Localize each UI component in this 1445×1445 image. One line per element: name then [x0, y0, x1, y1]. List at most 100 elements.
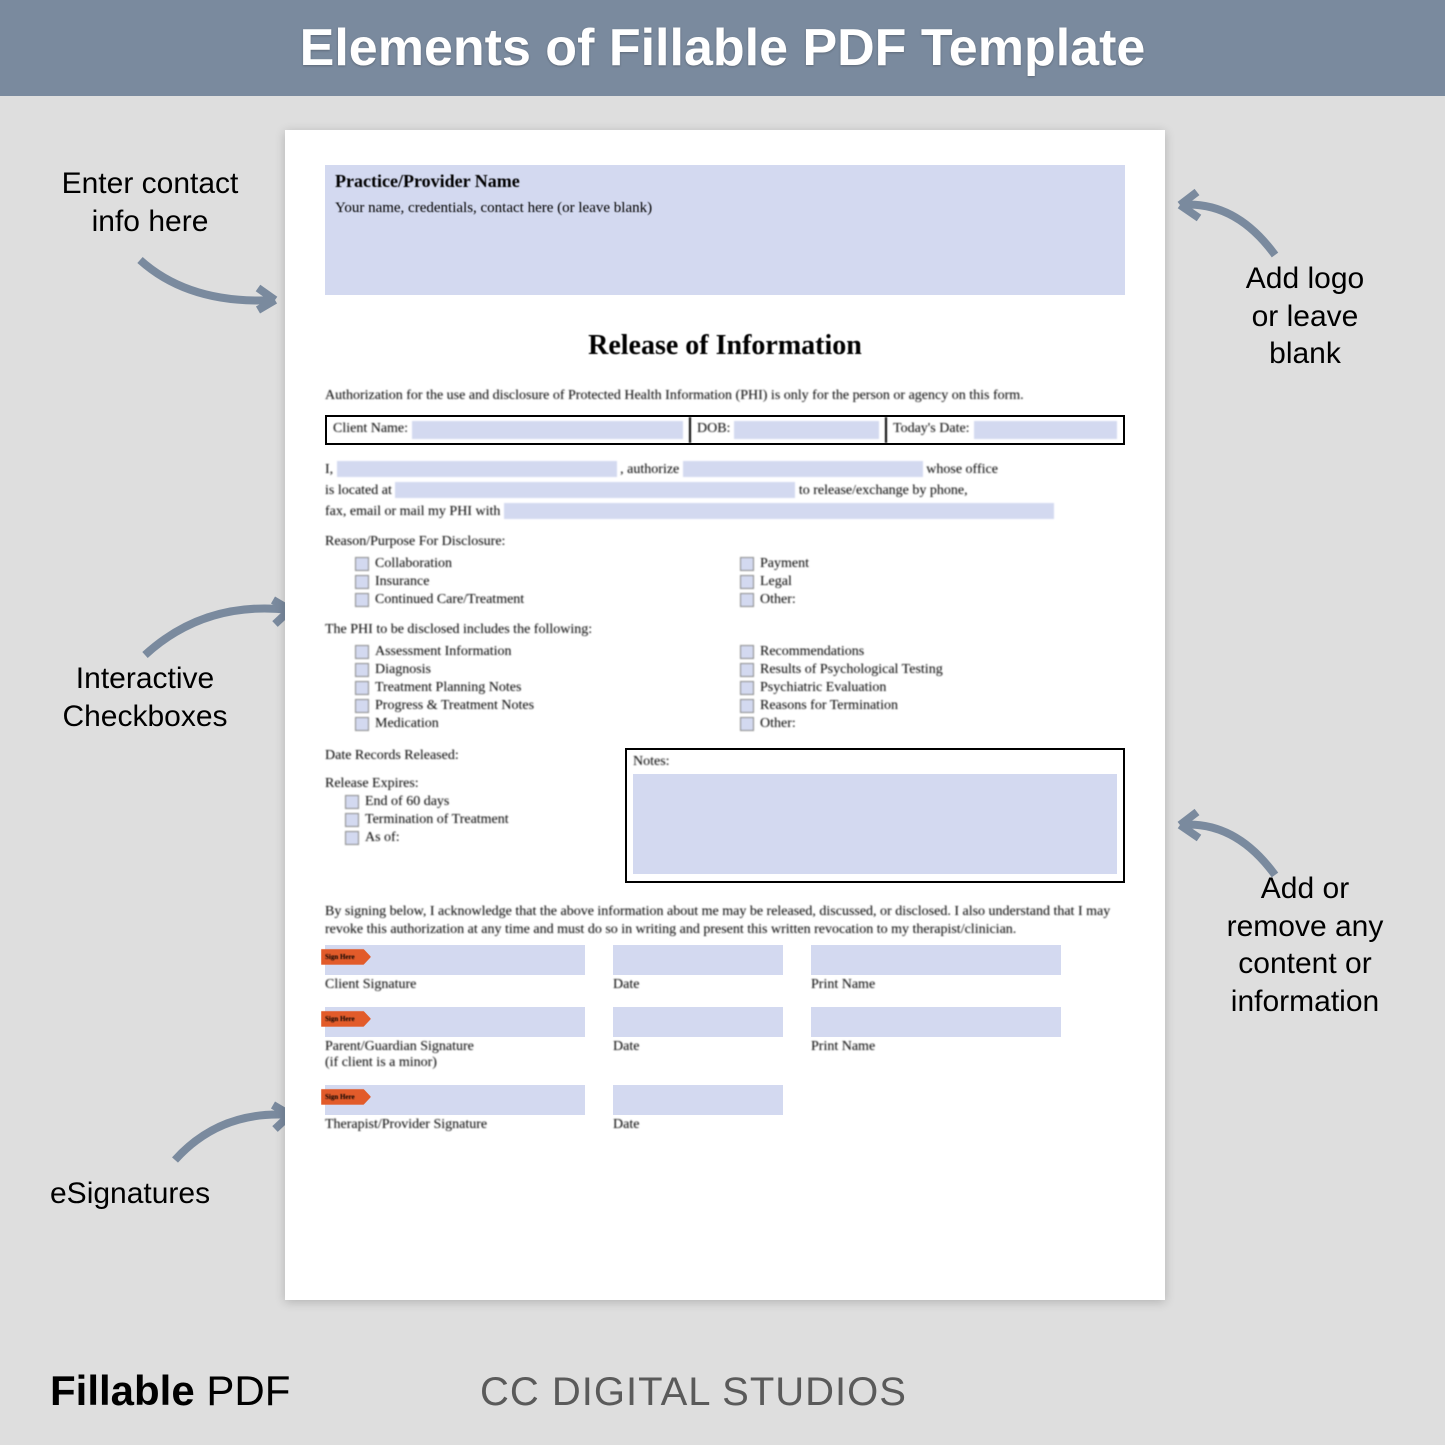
check-item: Diagnosis: [355, 662, 740, 678]
auth-address-input[interactable]: [395, 482, 795, 498]
arrow-esig: [165, 1095, 305, 1175]
signature-input[interactable]: [613, 1085, 783, 1115]
signature-label: Date: [613, 977, 783, 993]
checkbox[interactable]: [345, 795, 359, 809]
check-item: Psychiatric Evaluation: [740, 680, 1125, 696]
check-item: Collaboration: [355, 556, 740, 572]
header-title: Elements of Fillable PDF Template: [30, 18, 1415, 78]
checkbox[interactable]: [740, 575, 754, 589]
expires-label: Release Expires:: [325, 776, 605, 792]
contact-sub: Your name, credentials, contact here (or…: [335, 200, 1115, 217]
checkbox[interactable]: [740, 593, 754, 607]
footer-brand: CC DIGITAL STUDIOS: [480, 1370, 907, 1415]
info-row: Client Name: DOB: Today's Date:: [325, 415, 1125, 445]
signature-input[interactable]: [811, 945, 1061, 975]
records-label: Date Records Released:: [325, 748, 605, 764]
signature-input[interactable]: [613, 1007, 783, 1037]
sign-here-tag[interactable]: Sign Here: [321, 949, 371, 965]
checkbox[interactable]: [740, 645, 754, 659]
signature-input[interactable]: [613, 945, 783, 975]
cell-client: Client Name:: [327, 417, 689, 443]
check-item: Reasons for Termination: [740, 698, 1125, 714]
checkbox[interactable]: [355, 593, 369, 607]
checkbox[interactable]: [740, 717, 754, 731]
auth-provider-input[interactable]: [683, 461, 923, 477]
checkbox[interactable]: [740, 663, 754, 677]
checkbox[interactable]: [740, 699, 754, 713]
document-page: Practice/Provider Name Your name, creden…: [285, 130, 1165, 1300]
callout-logo: Add logoor leaveblank: [1195, 260, 1415, 373]
notes-label: Notes:: [633, 754, 1117, 770]
phi-col-2: Recommendations Results of Psychological …: [740, 642, 1125, 734]
checkbox[interactable]: [355, 681, 369, 695]
disclaimer: By signing below, I acknowledge that the…: [325, 903, 1125, 939]
check-label: Collaboration: [375, 556, 452, 572]
signature-row: Sign HereParent/Guardian Signature(if cl…: [325, 1007, 1125, 1071]
arrow-logo: [1165, 180, 1285, 270]
check-item: Legal: [740, 574, 1125, 590]
check-label: Psychiatric Evaluation: [760, 680, 886, 696]
check-item: Recommendations: [740, 644, 1125, 660]
client-name-input[interactable]: [412, 421, 683, 439]
signature-field: Date: [613, 1085, 783, 1133]
signature-field: Date: [613, 1007, 783, 1071]
check-item: Other:: [740, 592, 1125, 608]
check-item: Assessment Information: [355, 644, 740, 660]
check-label: End of 60 days: [365, 794, 449, 810]
signature-label: Print Name: [811, 1039, 1061, 1055]
check-label: Continued Care/Treatment: [375, 592, 524, 608]
auth-with-input[interactable]: [504, 503, 1054, 519]
check-label: Recommendations: [760, 644, 864, 660]
sign-here-tag[interactable]: Sign Here: [321, 1089, 371, 1105]
intro-text: Authorization for the use and disclosure…: [325, 387, 1125, 405]
signature-input[interactable]: [811, 1007, 1061, 1037]
checkbox[interactable]: [740, 681, 754, 695]
check-label: Progress & Treatment Notes: [375, 698, 534, 714]
reason-col-2: PaymentLegalOther:: [740, 554, 1125, 610]
checkbox[interactable]: [355, 557, 369, 571]
checkbox[interactable]: [355, 699, 369, 713]
cell-date: Today's Date:: [885, 417, 1123, 443]
check-label: As of:: [365, 830, 400, 846]
check-label: Reasons for Termination: [760, 698, 898, 714]
check-item: Termination of Treatment: [345, 812, 605, 828]
checkbox[interactable]: [355, 717, 369, 731]
arrow-checkboxes: [135, 590, 305, 670]
notes-box: Notes:: [625, 748, 1125, 883]
check-label: Termination of Treatment: [365, 812, 509, 828]
checkbox[interactable]: [355, 663, 369, 677]
check-item: End of 60 days: [345, 794, 605, 810]
dob-input[interactable]: [734, 421, 879, 439]
check-label: Legal: [760, 574, 792, 590]
date-input[interactable]: [974, 421, 1117, 439]
signature-field: Sign HereParent/Guardian Signature(if cl…: [325, 1007, 585, 1071]
check-item: Other:: [740, 716, 1125, 732]
signature-field: Sign HereTherapist/Provider Signature: [325, 1085, 585, 1133]
checkbox[interactable]: [355, 575, 369, 589]
callout-esig: eSignatures: [50, 1175, 270, 1213]
reason-grid: Collaboration Insurance Continued Care/Tre…: [355, 554, 1125, 610]
auth-name-input[interactable]: [337, 461, 617, 477]
checkbox[interactable]: [345, 831, 359, 845]
check-label: Results of Psychological Testing: [760, 662, 943, 678]
check-label: Assessment Information: [375, 644, 511, 660]
sign-here-tag[interactable]: Sign Here: [321, 1011, 371, 1027]
checkbox[interactable]: [355, 645, 369, 659]
check-label: Other:: [760, 592, 796, 608]
notes-row: Date Records Released: Release Expires: …: [325, 748, 1125, 883]
contact-block[interactable]: Practice/Provider Name Your name, creden…: [325, 165, 1125, 295]
signature-section: Sign HereClient SignatureDatePrint NameS…: [325, 945, 1125, 1133]
signature-label: Parent/Guardian Signature(if client is a…: [325, 1039, 585, 1071]
arrow-contact: [130, 250, 290, 330]
check-item: Progress & Treatment Notes: [355, 698, 740, 714]
signature-field: Print Name: [811, 1007, 1061, 1071]
signature-field: Date: [613, 945, 783, 993]
notes-input[interactable]: [633, 774, 1117, 874]
checkbox[interactable]: [740, 557, 754, 571]
check-label: Insurance: [375, 574, 429, 590]
signature-label: Date: [613, 1039, 783, 1055]
check-item: Treatment Planning Notes: [355, 680, 740, 696]
checkbox[interactable]: [345, 813, 359, 827]
check-label: Diagnosis: [375, 662, 431, 678]
auth-paragraph: I, , authorize whose office is located a…: [325, 459, 1125, 522]
